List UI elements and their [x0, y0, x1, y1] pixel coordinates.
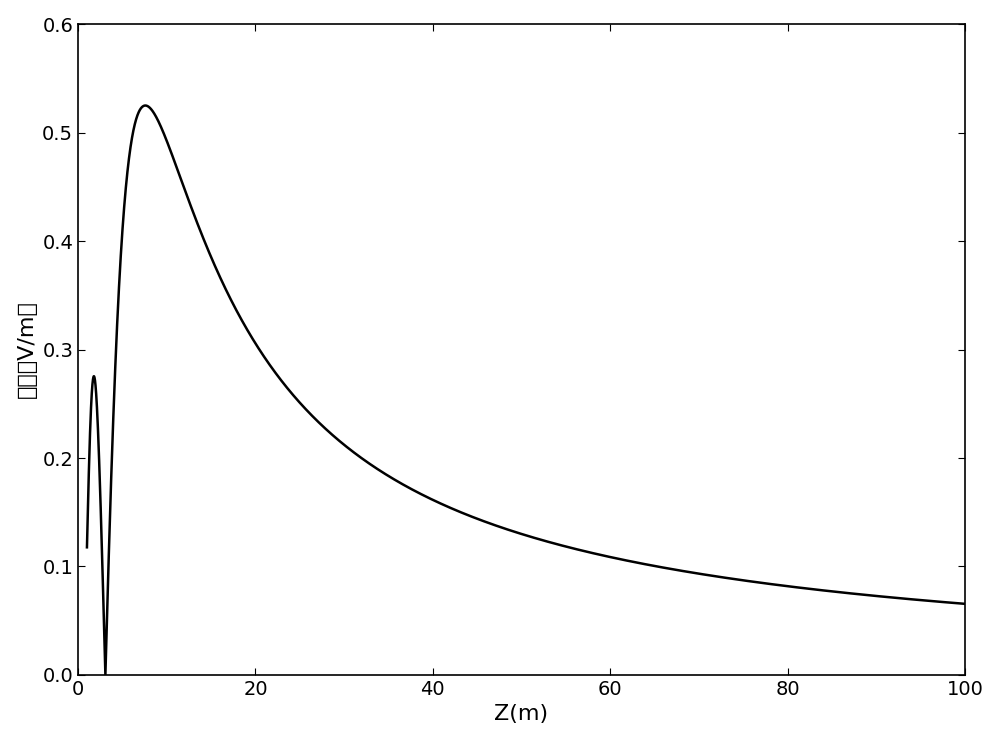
X-axis label: Z(m): Z(m)	[494, 705, 549, 725]
Y-axis label: 场强（V/m）: 场强（V/m）	[17, 301, 37, 399]
